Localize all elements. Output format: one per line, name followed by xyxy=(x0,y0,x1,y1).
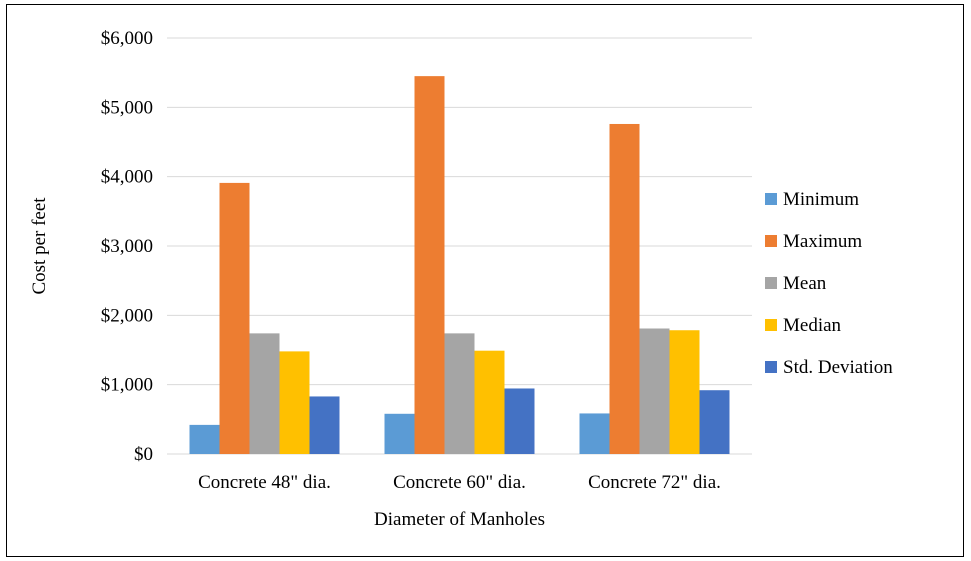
bar-std-deviation xyxy=(309,396,340,454)
bar-maximum xyxy=(609,123,640,455)
legend-label: Mean xyxy=(783,273,827,294)
y-axis-title: Cost per feet xyxy=(29,197,50,295)
x-category-label: Concrete 72" dia. xyxy=(588,472,721,493)
bar-std-deviation xyxy=(504,388,535,454)
x-axis-categories: Concrete 48" dia. Concrete 60" dia. Concre… xyxy=(198,472,721,493)
chart-frame: $0 $1,000 $2,000 $3,000 $4,000 $5,000 $6,000 C… xyxy=(6,4,964,557)
y-tick-label: $5,000 xyxy=(101,97,153,118)
bar-minimum xyxy=(189,424,220,454)
x-axis-title: Diameter of Manholes xyxy=(374,509,545,530)
bar-minimum xyxy=(384,413,415,454)
legend-label: Maximum xyxy=(783,231,862,252)
y-tick-label: $3,000 xyxy=(101,236,153,257)
legend-label: Median xyxy=(783,315,842,336)
legend-swatch xyxy=(765,277,777,289)
legend-label: Std. Deviation xyxy=(783,357,893,378)
bar-median xyxy=(474,350,505,454)
legend-swatch xyxy=(765,319,777,331)
y-tick-label: $1,000 xyxy=(101,375,153,396)
y-tick-label: $2,000 xyxy=(101,305,153,326)
y-tick-label: $6,000 xyxy=(101,28,153,49)
bar-minimum xyxy=(579,413,610,454)
legend-label: Minimum xyxy=(783,189,859,210)
bar-maximum xyxy=(219,182,250,454)
x-category-label: Concrete 60" dia. xyxy=(393,472,526,493)
legend-swatch xyxy=(765,361,777,373)
bar-mean xyxy=(249,333,280,454)
y-tick-label: $4,000 xyxy=(101,167,153,188)
legend-swatch xyxy=(765,235,777,247)
bar-median xyxy=(279,351,310,454)
legend-swatch xyxy=(765,193,777,205)
legend: Minimum Maximum Mean Median Std. Deviation xyxy=(765,189,893,378)
x-category-label: Concrete 48" dia. xyxy=(198,472,331,493)
bar-mean xyxy=(444,333,475,454)
bar-mean xyxy=(639,328,670,454)
bar-maximum xyxy=(414,76,445,454)
y-tick-label: $0 xyxy=(134,444,153,465)
bar-chart: $0 $1,000 $2,000 $3,000 $4,000 $5,000 $6,000 C… xyxy=(29,28,893,530)
y-axis-ticks: $0 $1,000 $2,000 $3,000 $4,000 $5,000 $6,000 xyxy=(101,28,153,465)
bar-median xyxy=(669,330,700,454)
bar-std-deviation xyxy=(699,390,730,454)
bars xyxy=(189,76,730,455)
